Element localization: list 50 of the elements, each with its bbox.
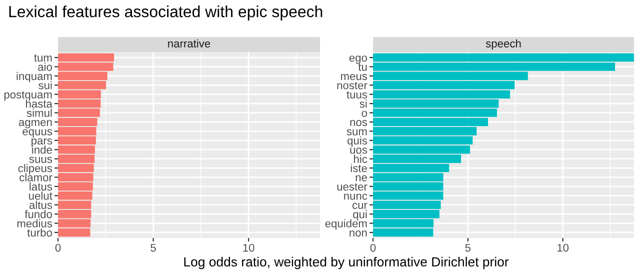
y-tick-label: agmen — [18, 120, 52, 128]
chart-subtitle: speech — [486, 39, 521, 50]
y-tick-label: quis — [348, 136, 368, 147]
y-tick-label: inquam — [16, 72, 52, 82]
x-axis-title: Log odds ratio, weighted by uninformative Dirichlet prior — [184, 256, 509, 270]
x-tick-label: 10 — [243, 244, 254, 252]
y-tick-label: hasta — [26, 100, 52, 108]
chart-subtitle: narrative — [168, 39, 210, 48]
chart-title: Lexical features associated with epic speech — [9, 6, 322, 20]
y-tick-label: uester — [337, 183, 368, 191]
y-tick-label: uelut — [29, 192, 52, 200]
y-tick-label: nunc — [344, 194, 368, 200]
y-tick-label: postquam — [4, 91, 52, 101]
y-tick-label: non — [350, 230, 367, 237]
y-tick-label: clipeus — [18, 164, 52, 174]
y-tick-label: inde — [32, 146, 52, 154]
y-tick-label: pars — [32, 138, 52, 147]
y-tick-label: ne — [356, 175, 367, 182]
x-tick-label: 5 — [150, 244, 156, 252]
y-tick-label: nos — [350, 120, 368, 126]
x-tick-label: 10 — [557, 244, 569, 252]
y-tick-label: uos — [350, 148, 368, 154]
y-tick-label: tuus — [346, 91, 368, 98]
y-tick-label: si — [360, 100, 367, 108]
y-tick-label: fundo — [24, 210, 52, 218]
y-tick-label: suus — [29, 156, 52, 163]
y-tick-label: equus — [22, 129, 52, 138]
y-tick-label: cur — [352, 202, 368, 209]
y-tick-label: medius — [17, 219, 52, 228]
y-tick-label: sui — [38, 81, 52, 90]
y-tick-label: aio — [38, 62, 52, 71]
y-tick-label: hic — [354, 154, 368, 163]
y-tick-label: turbo — [27, 228, 52, 237]
y-tick-label: tum — [34, 54, 52, 62]
y-tick-label: clamor — [20, 173, 52, 182]
y-tick-label: sum — [346, 129, 367, 136]
x-tick-label: 0 — [55, 244, 61, 252]
y-tick-label: latus — [30, 182, 52, 191]
y-tick-label: altus — [29, 200, 52, 209]
y-tick-label: equidem — [325, 219, 367, 230]
y-tick-label: meus — [341, 74, 368, 80]
x-tick-label: 5 — [465, 244, 471, 252]
y-tick-label: simul — [26, 108, 52, 117]
x-tick-label: 0 — [370, 244, 376, 252]
y-tick-label: tu — [358, 64, 367, 71]
y-tick-label: ego — [349, 56, 367, 64]
y-tick-label: noster — [337, 82, 368, 90]
y-tick-label: o — [362, 110, 367, 117]
y-tick-label: qui — [353, 210, 367, 220]
y-tick-label: iste — [350, 164, 367, 172]
